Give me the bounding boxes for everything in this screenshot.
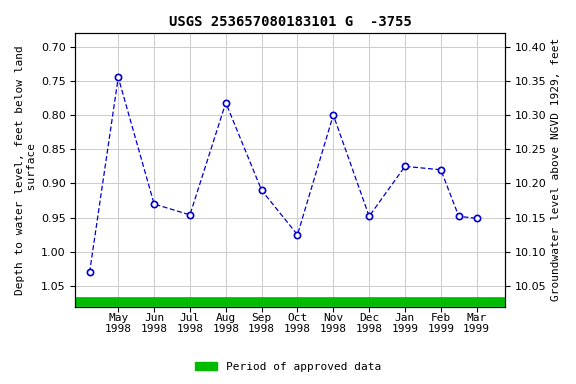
Y-axis label: Depth to water level, feet below land
 surface: Depth to water level, feet below land su… bbox=[15, 45, 37, 295]
Title: USGS 253657080183101 G  -3755: USGS 253657080183101 G -3755 bbox=[169, 15, 412, 29]
Legend: Period of approved data: Period of approved data bbox=[191, 358, 385, 377]
Y-axis label: Groundwater level above NGVD 1929, feet: Groundwater level above NGVD 1929, feet bbox=[551, 38, 561, 301]
